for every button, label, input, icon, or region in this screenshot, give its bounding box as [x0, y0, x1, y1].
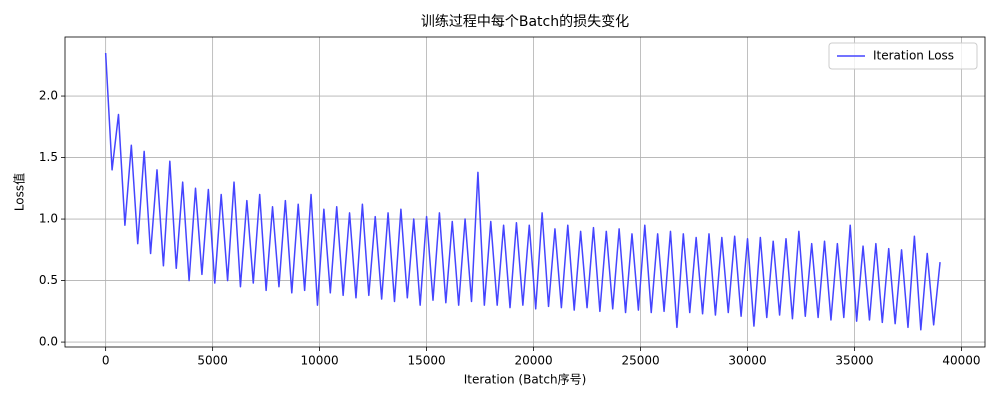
- chart-title: 训练过程中每个Batch的损失变化: [421, 14, 629, 30]
- loss-line: [104, 52, 941, 331]
- x-tick-label: 25000: [621, 354, 659, 368]
- y-tick-label: 2.0: [39, 89, 58, 103]
- x-axis-label: Iteration (Batch序号): [464, 372, 587, 387]
- plot-frame: [64, 36, 986, 348]
- legend-box: [828, 42, 978, 70]
- x-tick-label: 0: [102, 354, 110, 368]
- x-tick-label: 15000: [407, 354, 445, 368]
- x-tick-label: 5000: [197, 354, 228, 368]
- y-tick-label: 0.0: [39, 335, 58, 349]
- legend-label: Iteration Loss: [873, 49, 954, 63]
- y-tick-label: 1.0: [39, 212, 58, 226]
- y-tick-label: 1.5: [39, 150, 58, 164]
- x-tick-label: 20000: [514, 354, 552, 368]
- y-tick-label: 0.5: [39, 273, 58, 287]
- y-axis-label: Loss值: [12, 173, 27, 211]
- x-tick-label: 35000: [835, 354, 873, 368]
- x-tick-label: 40000: [942, 354, 980, 368]
- x-tick-label: 30000: [728, 354, 766, 368]
- x-tick-label: 10000: [301, 354, 339, 368]
